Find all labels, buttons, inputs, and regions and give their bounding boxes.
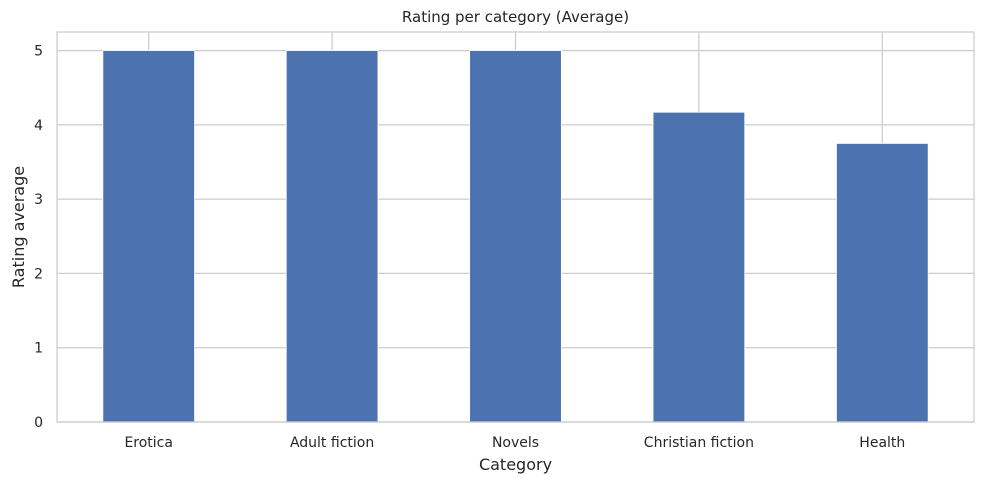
y-tick-label: 0 — [34, 415, 43, 431]
y-tick-label: 2 — [34, 266, 43, 282]
bar — [102, 50, 195, 423]
y-tick-label: 3 — [34, 192, 43, 208]
plot-frame — [56, 31, 975, 423]
bar — [836, 143, 929, 423]
x-axis-label: Category — [479, 455, 552, 474]
y-tick-label: 4 — [34, 118, 43, 134]
x-tick-label: Health — [859, 435, 905, 451]
x-tick-labels: Erotica Adult fiction Novels Christian fict… — [124, 435, 905, 451]
bar — [469, 50, 562, 423]
y-tick-label: 1 — [34, 341, 43, 357]
bar — [652, 111, 746, 423]
bars — [102, 50, 929, 423]
y-tick-labels: 0 1 2 3 4 5 — [34, 44, 43, 431]
x-tick-label: Adult fiction — [290, 435, 374, 451]
x-tick-label: Novels — [492, 435, 539, 451]
bar — [285, 50, 379, 423]
x-tick-label: Christian fiction — [644, 435, 754, 451]
y-axis-label: Rating average — [9, 166, 28, 288]
chart-title: Rating per category (Average) — [402, 8, 629, 26]
x-tick-label: Erotica — [124, 435, 173, 451]
y-tick-label: 5 — [34, 44, 43, 60]
